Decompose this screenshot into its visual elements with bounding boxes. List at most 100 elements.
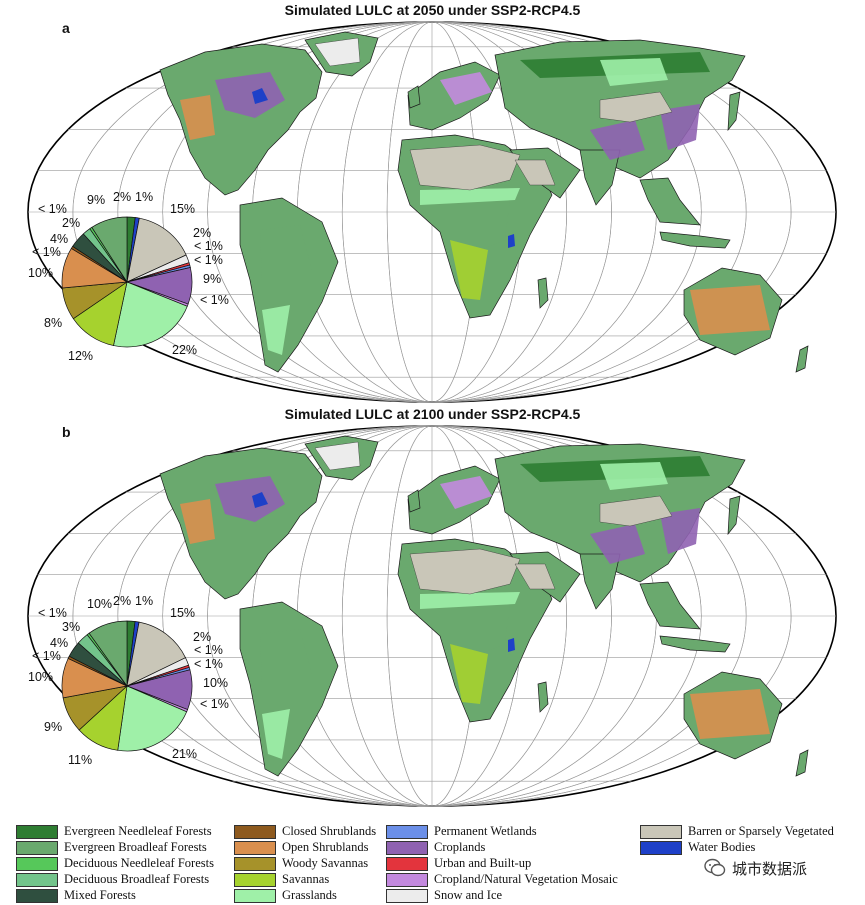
pie-label: 11% (68, 753, 93, 767)
pie-slice-evergreen_broadleaf (88, 620, 128, 688)
land-cover-patch (450, 644, 488, 704)
barren-greenlandIce (314, 37, 361, 67)
legend-label: Grasslands (282, 888, 337, 902)
pie-label: 9% (87, 193, 106, 207)
barren-greenlandIce (314, 441, 361, 471)
barren-arabiaDesert (514, 159, 556, 186)
pie-label: 10% (28, 670, 54, 684)
land-cover-patch (450, 240, 488, 300)
legend-swatch (386, 840, 428, 855)
land-cover-patch (470, 198, 510, 250)
legend-item: Woody Savannas (234, 856, 368, 871)
land-cover-patch (600, 462, 668, 490)
legend-item: Evergreen Needleleaf Forests (16, 824, 212, 839)
pie-label: 4% (50, 232, 69, 246)
pie-label: < 1% (194, 253, 223, 267)
legend-swatch (386, 888, 428, 903)
pie-label: 2% (113, 190, 132, 204)
continent-newZealand (795, 345, 809, 373)
land-cover-patch (262, 709, 290, 759)
pie-slice-barren (126, 217, 187, 283)
legend-label: Closed Shrublands (282, 824, 377, 838)
continent-indonesia (659, 635, 731, 653)
pie-label: 8% (44, 316, 63, 330)
legend-label: Snow and Ice (434, 888, 503, 902)
legend-swatch (16, 888, 58, 903)
land-cover-patch (420, 188, 520, 205)
legend-swatch (16, 856, 58, 871)
land-cover-patch (470, 602, 510, 654)
legend-swatch (386, 856, 428, 871)
continent-uk (407, 85, 421, 109)
barren-sahara (409, 548, 521, 595)
pie-label: 9% (203, 272, 222, 286)
legend-swatch (16, 824, 58, 839)
pie-label: 4% (50, 636, 69, 650)
land-cover-pie (61, 620, 193, 752)
legend-label: Woody Savannas (282, 856, 369, 870)
pie-label: < 1% (32, 245, 61, 259)
continent-japan (727, 91, 741, 132)
land-cover-patch (590, 524, 645, 564)
legend-label: Evergreen Broadleaf Forests (64, 840, 207, 854)
panel-letter-b: b (62, 424, 71, 440)
legend-swatch (640, 824, 682, 839)
barren-gobi (599, 495, 673, 527)
legend-item: Permanent Wetlands (386, 824, 537, 839)
lake-victoria (508, 234, 515, 248)
pie-label: 15% (170, 202, 196, 216)
pie-label: 2% (193, 226, 212, 240)
legend-swatch (386, 824, 428, 839)
legend-item: Urban and Built-up (386, 856, 531, 871)
legend-item: Cropland/Natural Vegetation Mosaic (386, 872, 618, 887)
land-cover-patch (260, 225, 312, 300)
continent-madagascar (537, 277, 549, 309)
legend-label: Savannas (282, 872, 330, 886)
land-cover-patch (215, 476, 285, 522)
pie-label: 3% (62, 620, 81, 634)
map-title-2050: Simulated LULC at 2050 under SSP2-RCP4.5 (284, 2, 581, 18)
pie-label: 10% (28, 266, 54, 280)
barren-gobi (599, 91, 673, 123)
land-cover-patch (260, 629, 312, 704)
legend-swatch (234, 888, 276, 903)
pie-label: 2% (193, 630, 212, 644)
legend-item: Water Bodies (640, 840, 755, 855)
map-title-2100: Simulated LULC at 2100 under SSP2-RCP4.5 (284, 406, 581, 422)
pie-label: < 1% (194, 657, 223, 671)
legend-item: Barren or Sparsely Vegetated (640, 824, 834, 839)
legend-label: Water Bodies (688, 840, 756, 854)
panel-letter-a: a (62, 20, 70, 36)
land-cover-patch (420, 592, 520, 609)
legend-item: Savannas (234, 872, 329, 887)
pie-label: 9% (44, 720, 63, 734)
legend-label: Barren or Sparsely Vegetated (688, 824, 834, 838)
lake-victoria (508, 638, 515, 652)
pie-label: < 1% (200, 697, 229, 711)
pie-label: < 1% (38, 202, 67, 216)
continent-japan (727, 495, 741, 536)
map-panel-2050: Simulated LULC at 2050 under SSP2-RCP4.5… (0, 0, 865, 412)
continent-seAsia (639, 177, 701, 226)
land-cover-patch (262, 305, 290, 355)
pie-label: 2% (62, 216, 81, 230)
legend-label: Permanent Wetlands (434, 824, 537, 838)
pie-slice-barren (126, 621, 186, 687)
pie-label: 10% (87, 597, 113, 611)
legend-swatch (16, 872, 58, 887)
legend-item: Croplands (386, 840, 485, 855)
legend-label: Open Shrublands (282, 840, 369, 854)
world-map-2050 (27, 21, 837, 403)
pie-label: 10% (203, 676, 229, 690)
continent-northAmerica (159, 447, 323, 600)
continent-newZealand (795, 749, 809, 777)
legend-item: Open Shrublands (234, 840, 368, 855)
pie-label: < 1% (194, 643, 223, 657)
pie-label: < 1% (194, 239, 223, 253)
legend-item: Snow and Ice (386, 888, 502, 903)
legend-label: Cropland/Natural Vegetation Mosaic (434, 872, 618, 886)
legend-item: Mixed Forests (16, 888, 136, 903)
barren-arabiaDesert (514, 563, 556, 590)
pie-slice-grasslands (113, 281, 188, 348)
legend-swatch (16, 840, 58, 855)
